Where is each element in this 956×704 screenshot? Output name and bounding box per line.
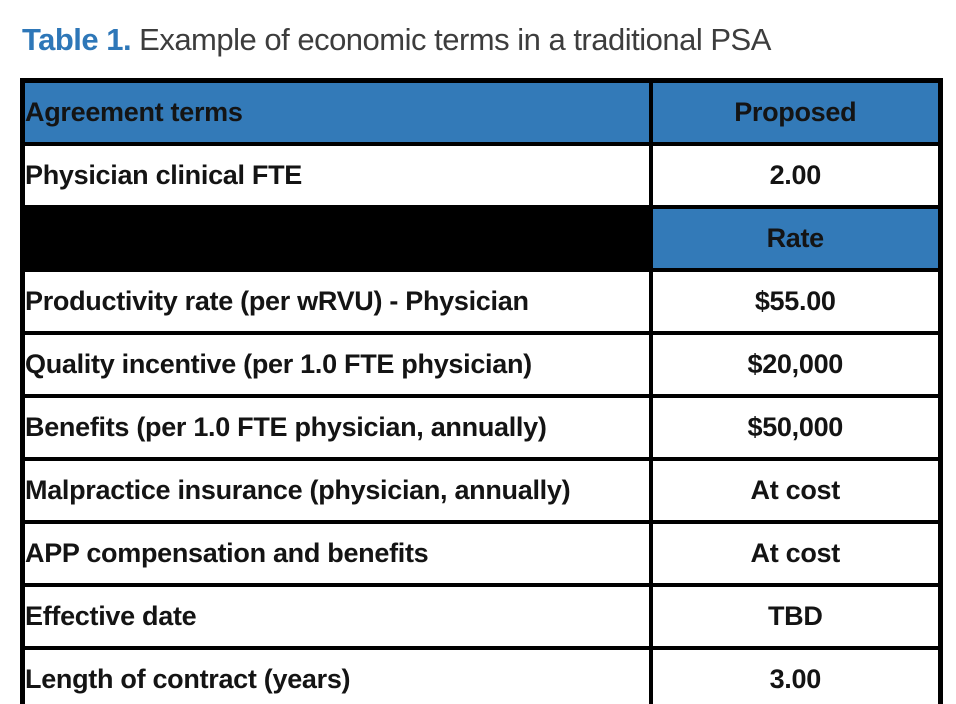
value-cell: At cost [648,457,943,524]
value-cell: At cost [648,520,943,587]
table-row: Malpractice insurance (physician, annual… [20,457,943,524]
table-row: Length of contract (years) 3.00 [20,646,943,704]
table-row: APP compensation and benefits At cost [20,520,943,587]
column-header-agreement-terms: Agreement terms [20,78,653,146]
table-number-label: Table 1. [22,22,132,57]
figure-caption: Table 1. Example of economic terms in a t… [22,22,771,58]
value-cell: $55.00 [648,268,943,335]
table-caption-text: Example of economic terms in a tradition… [139,22,771,57]
term-cell: Productivity rate (per wRVU) - Physician [20,268,653,335]
value-cell: 3.00 [648,646,943,704]
rate-subheader-cell: Rate [648,205,943,272]
value-cell: $20,000 [648,331,943,398]
term-cell: Length of contract (years) [20,646,653,704]
table-header-row: Agreement terms Proposed [20,78,943,146]
term-cell: Quality incentive (per 1.0 FTE physician… [20,331,653,398]
psa-terms-table: Agreement terms Proposed Physician clini… [20,78,943,704]
table-row: Physician clinical FTE 2.00 [20,142,943,209]
value-cell: $50,000 [648,394,943,461]
term-cell: Physician clinical FTE [20,142,653,209]
table-row: Quality incentive (per 1.0 FTE physician… [20,331,943,398]
value-cell: TBD [648,583,943,650]
blank-spacer-cell [20,205,653,272]
value-cell: 2.00 [648,142,943,209]
term-cell: Effective date [20,583,653,650]
table-row: Benefits (per 1.0 FTE physician, annuall… [20,394,943,461]
column-header-proposed: Proposed [648,78,943,146]
table-row: Effective date TBD [20,583,943,650]
table-row: Productivity rate (per wRVU) - Physician… [20,268,943,335]
rate-subheader-row: Rate [20,205,943,272]
term-cell: APP compensation and benefits [20,520,653,587]
term-cell: Malpractice insurance (physician, annual… [20,457,653,524]
term-cell: Benefits (per 1.0 FTE physician, annuall… [20,394,653,461]
